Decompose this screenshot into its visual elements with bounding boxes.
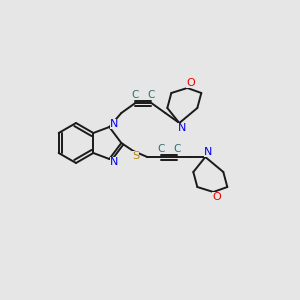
Text: N: N bbox=[204, 147, 212, 157]
Text: S: S bbox=[132, 151, 139, 161]
Text: N: N bbox=[110, 119, 118, 129]
Text: O: O bbox=[186, 78, 195, 88]
Text: C: C bbox=[148, 90, 155, 100]
Text: C: C bbox=[132, 90, 139, 100]
Text: C: C bbox=[158, 144, 165, 154]
Text: C: C bbox=[174, 144, 181, 154]
Text: N: N bbox=[110, 157, 118, 167]
Text: O: O bbox=[212, 192, 221, 202]
Text: N: N bbox=[178, 123, 187, 133]
